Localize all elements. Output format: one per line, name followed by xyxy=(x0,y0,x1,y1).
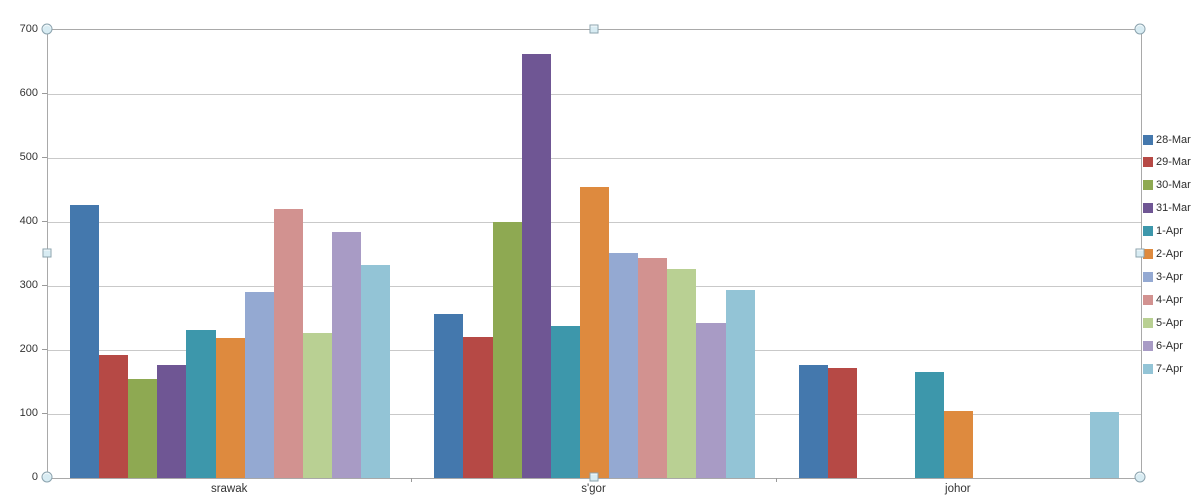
legend-item-5-Apr[interactable]: 5-Apr xyxy=(1143,311,1200,334)
category-label[interactable]: s'gor xyxy=(581,483,606,495)
bar-2-Apr-s'gor[interactable] xyxy=(579,186,610,478)
y-axis-tick xyxy=(42,221,47,222)
legend-label: 28-Mar xyxy=(1156,133,1191,146)
legend-swatch-icon xyxy=(1143,157,1153,168)
y-tick-label[interactable]: 400 xyxy=(19,215,38,227)
bar-5-Apr-s'gor[interactable] xyxy=(667,268,697,478)
category-group-1 xyxy=(48,30,412,478)
legend-item-7-Apr[interactable]: 7-Apr xyxy=(1143,357,1200,380)
bar-7-Apr-johor[interactable] xyxy=(1089,412,1120,478)
legend-swatch-icon xyxy=(1143,294,1153,305)
legend-item-29-Mar[interactable]: 29-Mar xyxy=(1143,151,1200,174)
bar-28-Mar-johor[interactable] xyxy=(798,364,828,478)
category-label[interactable]: johor xyxy=(945,483,971,495)
bar-29-Mar-srawak[interactable] xyxy=(99,355,129,478)
y-axis-tick xyxy=(42,285,47,286)
legend-swatch-icon xyxy=(1143,180,1153,191)
y-tick-label[interactable]: 0 xyxy=(31,471,38,483)
bar-28-Mar-srawak[interactable] xyxy=(69,204,100,478)
legend-item-2-Apr[interactable]: 2-Apr xyxy=(1143,243,1200,266)
legend-swatch-icon xyxy=(1143,317,1153,328)
y-axis-tick xyxy=(42,349,47,350)
y-tick-label[interactable]: 300 xyxy=(19,279,38,291)
selection-handle-top-left[interactable] xyxy=(41,23,53,35)
bar-1-Apr-srawak[interactable] xyxy=(186,329,216,478)
bar-1-Apr-s'gor[interactable] xyxy=(550,325,580,478)
legend-swatch-icon xyxy=(1143,203,1153,214)
legend-label: 30-Mar xyxy=(1156,179,1191,192)
selection-handle-top-right[interactable] xyxy=(1134,23,1146,35)
legend-swatch-icon xyxy=(1143,271,1153,282)
x-axis-tick xyxy=(411,478,413,482)
legend-swatch-icon xyxy=(1143,249,1153,259)
legend-item-1-Apr[interactable]: 1-Apr xyxy=(1143,220,1200,243)
legend-label: 6-Apr xyxy=(1156,339,1183,352)
bar-29-Mar-s'gor[interactable] xyxy=(463,337,493,478)
bar-7-Apr-srawak[interactable] xyxy=(361,264,391,478)
y-axis-tick xyxy=(42,93,47,94)
plot-area[interactable] xyxy=(47,29,1142,479)
bar-4-Apr-srawak[interactable] xyxy=(273,209,304,478)
y-axis-tick xyxy=(42,157,47,158)
selection-handle-bottom-middle[interactable] xyxy=(589,472,598,482)
gridline-600 xyxy=(48,94,1141,95)
bar-28-Mar-s'gor[interactable] xyxy=(434,314,464,478)
gridline-500 xyxy=(48,158,1141,159)
legend-label: 29-Mar xyxy=(1156,156,1191,169)
legend-item-4-Apr[interactable]: 4-Apr xyxy=(1143,288,1200,311)
x-axis-tick xyxy=(775,478,777,482)
legend-label: 5-Apr xyxy=(1156,316,1183,329)
legend-label: 4-Apr xyxy=(1156,293,1183,306)
y-tick-label[interactable]: 600 xyxy=(19,87,38,99)
selection-handle-bottom-right[interactable] xyxy=(1134,471,1146,483)
bar-2-Apr-johor[interactable] xyxy=(944,410,974,478)
bar-29-Mar-johor[interactable] xyxy=(827,367,857,478)
legend-swatch-icon xyxy=(1143,226,1153,237)
bar-6-Apr-srawak[interactable] xyxy=(332,231,362,478)
selection-handle-middle-right[interactable] xyxy=(1135,248,1145,258)
bar-3-Apr-s'gor[interactable] xyxy=(609,252,639,478)
category-label[interactable]: srawak xyxy=(210,483,248,495)
bar-30-Mar-srawak[interactable] xyxy=(128,378,158,478)
bar-1-Apr-johor[interactable] xyxy=(915,372,945,478)
category-group-2 xyxy=(412,30,776,478)
legend-label: 7-Apr xyxy=(1156,362,1183,375)
bar-6-Apr-s'gor[interactable] xyxy=(696,323,726,478)
legend-label: 1-Apr xyxy=(1156,225,1183,238)
legend-label: 31-Mar xyxy=(1156,202,1191,215)
y-tick-label[interactable]: 700 xyxy=(19,23,38,35)
selection-handle-top-middle[interactable] xyxy=(589,24,598,34)
legend-swatch-icon xyxy=(1143,340,1153,351)
legend-item-31-Mar[interactable]: 31-Mar xyxy=(1143,197,1200,220)
bar-7-Apr-s'gor[interactable] xyxy=(725,289,755,478)
legend-item-28-Mar[interactable]: 28-Mar xyxy=(1143,128,1200,151)
legend-label: 2-Apr xyxy=(1156,248,1183,260)
legend-swatch-icon xyxy=(1143,134,1153,145)
category-group-3 xyxy=(777,30,1141,478)
legend-label: 3-Apr xyxy=(1156,270,1183,283)
legend-swatch-icon xyxy=(1143,363,1153,374)
y-axis-tick xyxy=(42,413,47,414)
legend-item-30-Mar[interactable]: 30-Mar xyxy=(1143,174,1200,197)
bar-5-Apr-srawak[interactable] xyxy=(303,332,333,478)
y-tick-label[interactable]: 200 xyxy=(19,343,38,355)
legend-item-3-Apr[interactable]: 3-Apr xyxy=(1143,265,1200,288)
selection-handle-middle-left[interactable] xyxy=(42,248,52,258)
y-tick-label[interactable]: 100 xyxy=(19,407,38,419)
bar-2-Apr-srawak[interactable] xyxy=(215,338,245,478)
bar-3-Apr-srawak[interactable] xyxy=(244,292,274,478)
legend-item-6-Apr[interactable]: 6-Apr xyxy=(1143,334,1200,357)
y-tick-label[interactable]: 500 xyxy=(19,151,38,163)
bar-31-Mar-srawak[interactable] xyxy=(157,364,187,478)
bar-30-Mar-s'gor[interactable] xyxy=(492,222,522,478)
selection-handle-bottom-left[interactable] xyxy=(41,471,53,483)
bar-4-Apr-s'gor[interactable] xyxy=(638,258,668,478)
bar-31-Mar-s'gor[interactable] xyxy=(521,54,551,478)
